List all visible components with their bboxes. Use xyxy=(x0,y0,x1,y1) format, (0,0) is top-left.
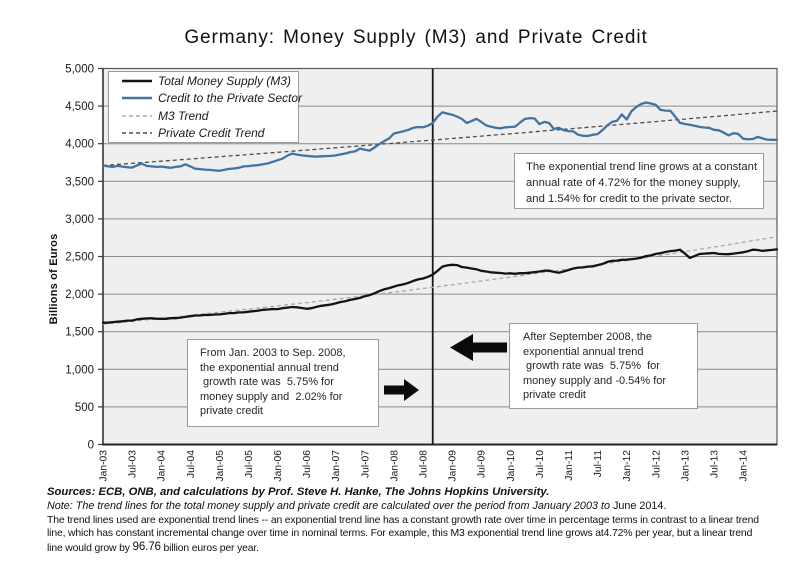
legend-label: Credit to the Private Sector xyxy=(158,91,303,106)
x-tick-label: Jul-07 xyxy=(360,450,371,478)
x-tick-label: Jan-14 xyxy=(739,450,750,482)
y-tick-label: 3,000 xyxy=(65,214,94,226)
right-arrow-icon xyxy=(384,379,419,401)
annotation-line: private credit xyxy=(523,389,586,402)
legend-item-credit: Credit to the Private Sector xyxy=(109,90,302,108)
y-tick-label: 2,500 xyxy=(65,252,94,264)
footnote-detail-1: The trend lines used are exponential tre… xyxy=(47,514,759,526)
x-tick-label: Jan-06 xyxy=(273,450,284,482)
legend-label: Total Money Supply (M3) xyxy=(158,73,291,88)
x-tick-label: Jan-09 xyxy=(448,450,459,482)
x-tick-label: Jan-05 xyxy=(215,450,226,482)
x-tick-label: Jan-11 xyxy=(564,450,575,481)
x-tick-label: Jul-09 xyxy=(477,450,488,478)
annotation-line: money supply and 2.02% for xyxy=(200,390,343,403)
x-tick-label: Jul-13 xyxy=(709,450,720,478)
annotation-line: money supply and -0.54% for xyxy=(523,374,667,387)
y-tick-label: 4,500 xyxy=(65,101,94,113)
legend-item-m3-trend: M3 Trend xyxy=(109,107,298,125)
y-tick-label: 5,000 xyxy=(65,64,94,76)
footnote-detail-3: line would grow by 96.76 billion euros p… xyxy=(47,539,259,554)
series-credit-to-the-private-sector xyxy=(101,101,779,172)
x-tick-label: Jan-04 xyxy=(157,450,168,482)
y-tick-label: 0 xyxy=(88,440,94,452)
annotation-line: private credit xyxy=(200,405,263,418)
x-tick-label: Jul-12 xyxy=(651,450,662,478)
series-total-money-supply-m3- xyxy=(101,248,779,324)
x-tick-label: Jul-08 xyxy=(419,450,430,478)
x-tick-label: Jan-13 xyxy=(680,450,691,482)
left-arrow-icon xyxy=(450,334,507,361)
legend: Total Money Supply (M3) Credit to the Pr… xyxy=(108,71,302,143)
footnote-note: Note: The trend lines for the total mone… xyxy=(47,499,667,512)
footnote-detail-2: line, which has constant incremental cha… xyxy=(47,528,753,540)
legend-label: M3 Trend xyxy=(158,108,209,123)
m3-line-sample-icon xyxy=(122,79,152,83)
annotation-line: growth rate was 5.75% for xyxy=(200,376,334,389)
annotation-line: the exponential annual trend xyxy=(200,361,339,374)
annotation-line: The exponential trend line grows at a co… xyxy=(526,161,758,173)
y-tick-label: 500 xyxy=(75,402,94,414)
annotation-line: and 1.54% for credit to the private sect… xyxy=(526,193,732,206)
credit-line-sample-icon xyxy=(122,96,152,100)
x-tick-label: Jan-03 xyxy=(99,450,110,482)
annotation-post-2008: After September 2008, the exponential an… xyxy=(509,323,698,409)
x-tick-label: Jul-03 xyxy=(128,450,139,478)
x-tick-label: Jul-04 xyxy=(186,450,197,478)
x-tick-label: Jul-06 xyxy=(302,450,313,478)
x-tick-label: Jul-05 xyxy=(244,450,255,478)
y-tick-label: 3,500 xyxy=(65,176,94,188)
series-private-credit-trend xyxy=(102,110,778,167)
credit-trend-sample-icon xyxy=(122,132,152,134)
footnote-sources: Sources: ECB, ONB, and calculations by P… xyxy=(47,486,550,498)
y-tick-label: 4,000 xyxy=(65,139,94,151)
footnotes: Sources: ECB, ONB, and calculations by P… xyxy=(47,486,792,555)
y-tick-label: 1,000 xyxy=(65,364,94,376)
y-tick-label: 1,500 xyxy=(65,327,94,339)
series-m3-trend xyxy=(102,235,778,325)
annotation-line: annual rate of 4.72% for the money suppl… xyxy=(526,177,741,190)
annotation-line: After September 2008, the xyxy=(523,331,653,343)
y-axis-title: Billions of Euros xyxy=(48,233,60,325)
x-tick-label: Jan-12 xyxy=(622,450,633,482)
x-tick-label: Jan-08 xyxy=(389,450,400,482)
x-tick-label: Jul-11 xyxy=(593,450,604,478)
annotation-line: From Jan. 2003 to Sep. 2008, xyxy=(200,347,346,359)
annotation-line: growth rate was 5.75% for xyxy=(523,360,660,373)
annotation-line: exponential annual trend xyxy=(523,345,644,358)
legend-label: Private Credit Trend xyxy=(158,126,265,141)
x-tick-label: Jan-10 xyxy=(506,450,517,482)
x-tick-label: Jan-07 xyxy=(331,450,342,482)
chart-title: Germany: Money Supply (M3) and Private C… xyxy=(184,27,648,48)
m3-trend-sample-icon xyxy=(122,115,152,117)
y-tick-label: 2,000 xyxy=(65,289,94,301)
annotation-pre-2008: From Jan. 2003 to Sep. 2008, the exponen… xyxy=(187,339,379,427)
annotation-trend-rates: The exponential trend line grows at a co… xyxy=(514,153,764,209)
legend-item-credit-trend: Private Credit Trend xyxy=(109,125,298,143)
legend-item-m3: Total Money Supply (M3) xyxy=(109,72,298,90)
x-tick-label: Jul-10 xyxy=(535,450,546,478)
